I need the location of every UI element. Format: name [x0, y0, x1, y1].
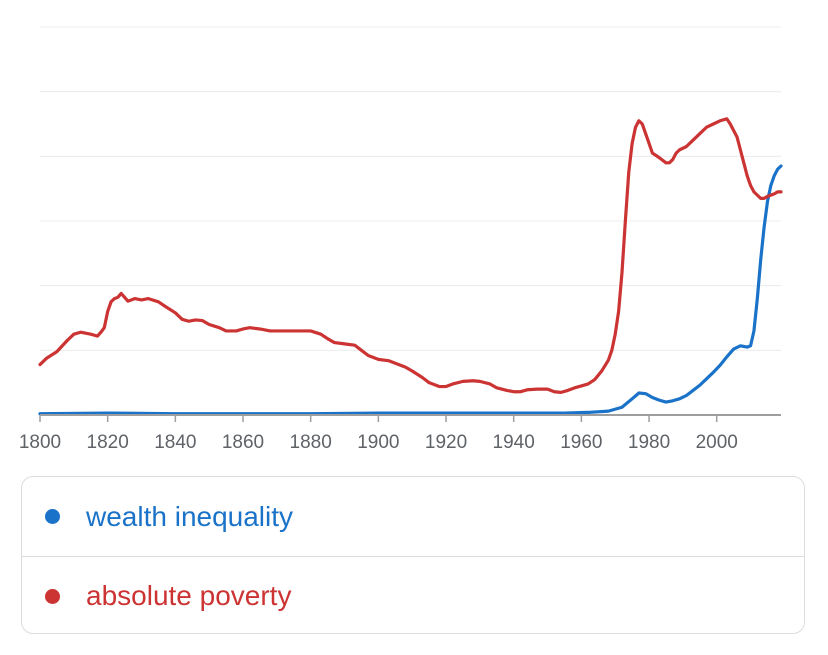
x-tick-label: 2000: [696, 432, 738, 453]
x-tick-label: 1920: [425, 432, 467, 453]
x-tick-label: 1800: [19, 432, 61, 453]
chart-svg: 1800 1820 1840 1860 1880 1900 1920 1940 1960 1980…: [19, 26, 783, 453]
line-chart: 1800 1820 1840 1860 1880 1900 1920 1940 1960 1980…: [19, 26, 783, 453]
x-axis: 1800 1820 1840 1860 1880 1900 1920 1940 1960 1980…: [19, 414, 781, 453]
series-line-wealth-inequality: [38, 164, 783, 416]
x-tick-label: 1840: [154, 432, 196, 453]
legend-label-absolute-poverty: absolute poverty: [86, 580, 292, 611]
series-line-absolute-poverty: [38, 117, 783, 394]
x-tick-label: 1980: [628, 432, 670, 453]
series-lines: [38, 117, 783, 416]
x-tick-label: 1940: [493, 432, 535, 453]
legend-item-wealth-inequality[interactable]: wealth inequality: [22, 477, 804, 556]
legend: wealth inequality absolute poverty: [21, 476, 805, 634]
x-tick-label: 1900: [357, 432, 399, 453]
x-tick-label: 1820: [87, 432, 129, 453]
gridlines: [40, 26, 781, 351]
x-tick-label: 1960: [560, 432, 602, 453]
legend-dot-absolute-poverty: [45, 588, 60, 604]
legend-dot-wealth-inequality: [45, 509, 60, 524]
legend-item-absolute-poverty[interactable]: absolute poverty: [22, 556, 804, 633]
legend-label-wealth-inequality: wealth inequality: [86, 500, 294, 532]
x-tick-label: 1880: [290, 432, 332, 453]
x-tick-label: 1860: [222, 432, 264, 453]
